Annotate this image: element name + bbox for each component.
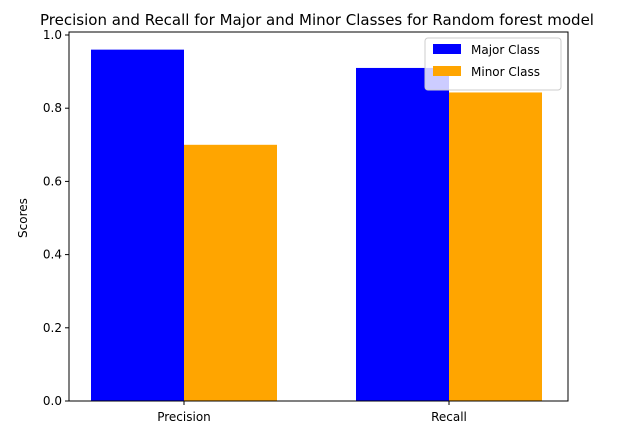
y-axis-ticks: 0.0 0.2 0.4 0.6 0.8 1.0 <box>43 28 69 408</box>
y-tick-label: 0.0 <box>43 394 62 408</box>
y-tick-label: 0.4 <box>43 248 62 262</box>
x-tick-label: Precision <box>157 410 211 424</box>
y-tick-label: 1.0 <box>43 28 62 42</box>
legend-swatch-major-class <box>433 44 461 54</box>
legend: Major Class Minor Class <box>424 37 562 91</box>
legend-label: Major Class <box>471 43 540 57</box>
y-axis-label: Scores <box>16 198 30 238</box>
bar-recall-major-class <box>356 67 449 401</box>
bar-recall-minor-class <box>449 92 542 401</box>
x-tick-label: Recall <box>431 410 467 424</box>
y-tick-label: 0.6 <box>43 174 62 188</box>
legend-label: Minor Class <box>471 65 540 79</box>
legend-swatch-minor-class <box>433 66 461 76</box>
bar-precision-minor-class <box>184 144 277 402</box>
plot-frame <box>68 31 569 402</box>
bar-precision-major-class <box>91 49 184 401</box>
bars-group <box>91 49 542 402</box>
y-tick-label: 0.2 <box>43 321 62 335</box>
y-tick-label: 0.8 <box>43 101 62 115</box>
chart-title: Precision and Recall for Major and Minor… <box>40 11 594 29</box>
x-axis-ticks: Precision Recall <box>157 401 467 424</box>
